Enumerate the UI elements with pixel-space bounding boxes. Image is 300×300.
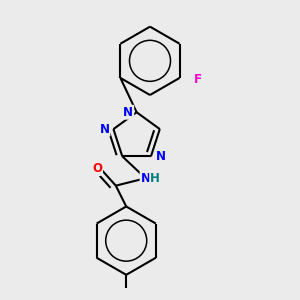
Text: N: N — [140, 172, 151, 185]
Text: H: H — [150, 172, 160, 185]
Text: N: N — [156, 150, 166, 163]
Text: O: O — [92, 162, 102, 175]
Text: N: N — [123, 106, 133, 119]
Text: N: N — [100, 123, 110, 136]
Text: F: F — [194, 73, 202, 86]
